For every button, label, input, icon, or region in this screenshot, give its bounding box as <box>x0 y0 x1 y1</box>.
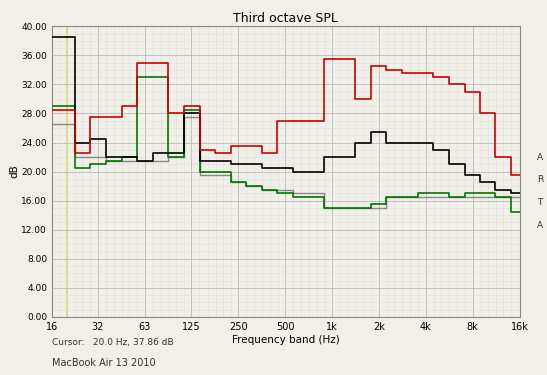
Y-axis label: dB: dB <box>10 165 20 178</box>
Text: A: A <box>537 220 543 230</box>
Text: MacBook Air 13 2010: MacBook Air 13 2010 <box>52 358 155 368</box>
Text: R: R <box>537 176 543 184</box>
Text: T: T <box>537 198 543 207</box>
Text: Cursor:   20.0 Hz, 37.86 dB: Cursor: 20.0 Hz, 37.86 dB <box>52 338 173 347</box>
Title: Third octave SPL: Third octave SPL <box>234 12 338 25</box>
X-axis label: Frequency band (Hz): Frequency band (Hz) <box>232 334 340 345</box>
Text: A: A <box>537 153 543 162</box>
